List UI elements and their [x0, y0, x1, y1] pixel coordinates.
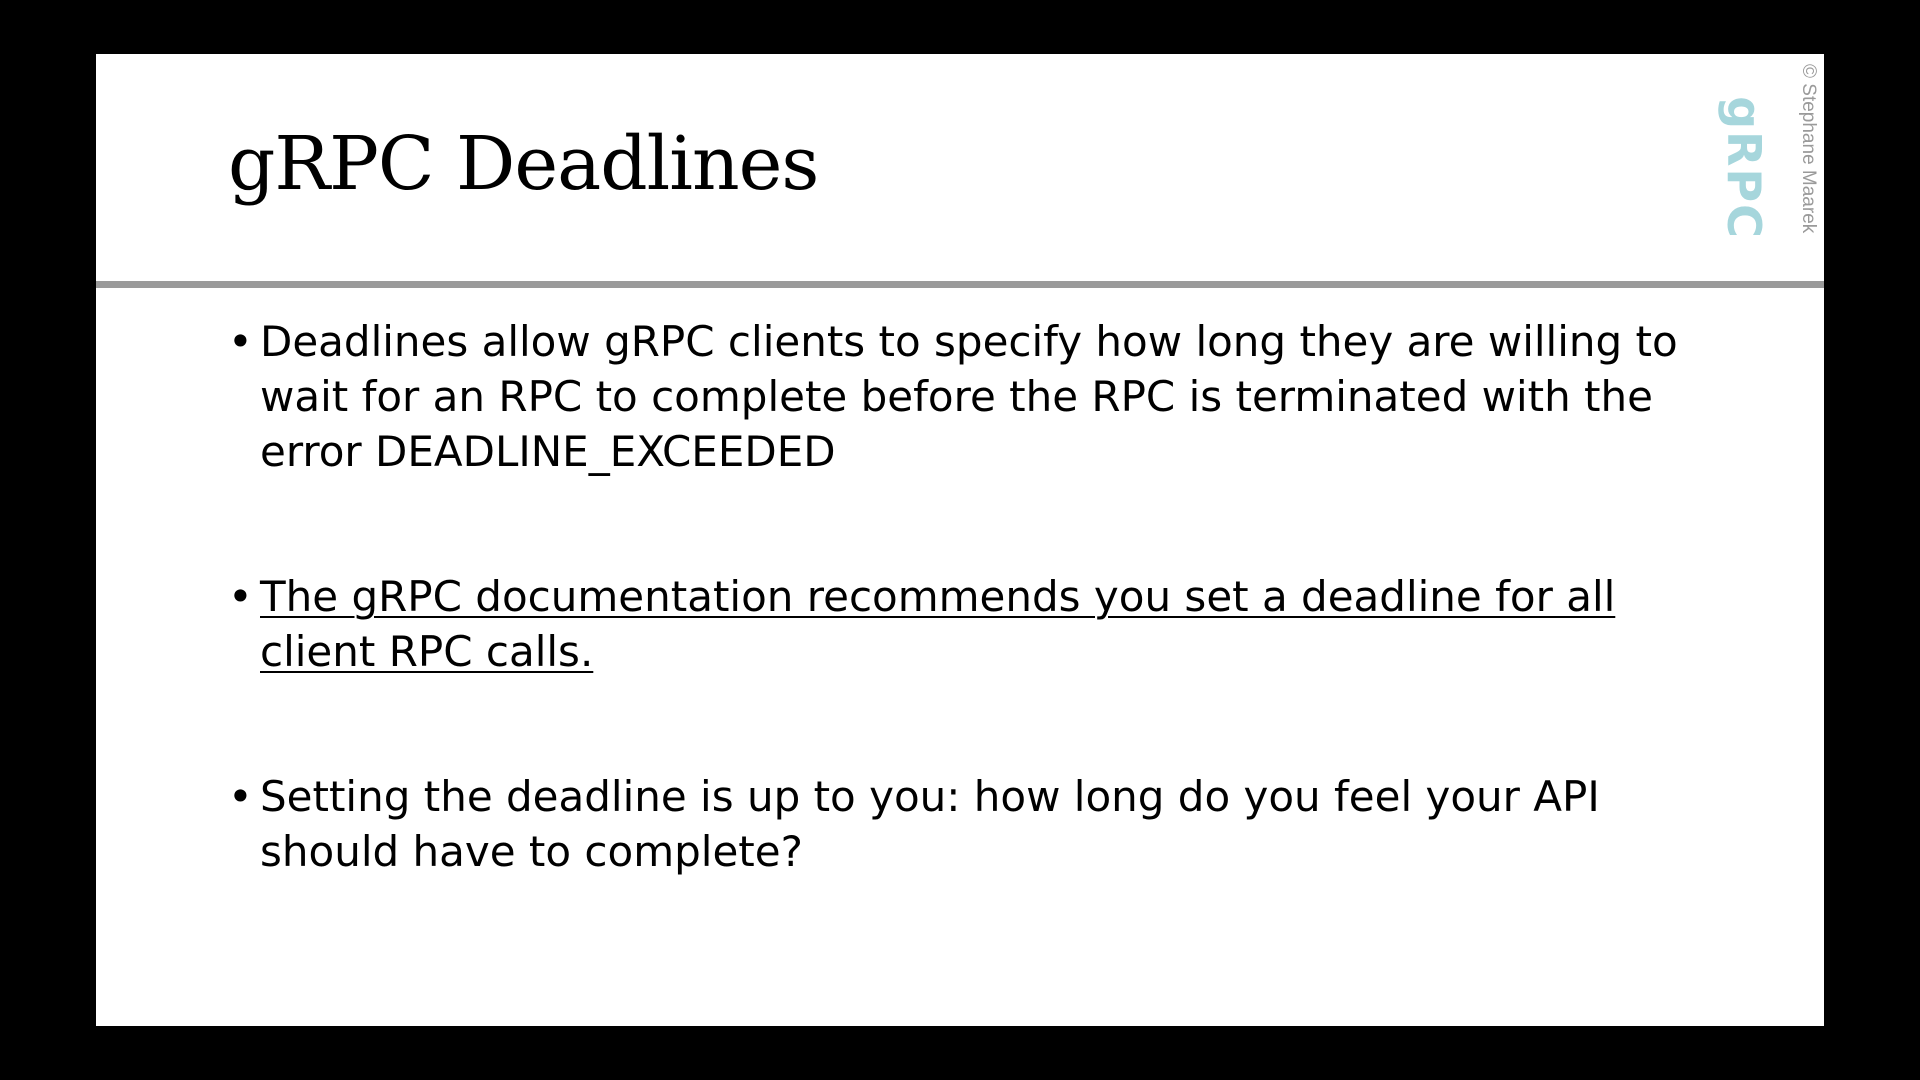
title-divider	[96, 281, 1824, 288]
bullet-item-deadlines: • Deadlines allow gRPC clients to specif…	[228, 314, 1688, 479]
grpc-logo-text: gRPC	[1717, 96, 1771, 240]
bullet-text: Deadlines allow gRPC clients to specify …	[260, 317, 1678, 476]
bullet-item-recommendation: • The gRPC documentation recommends you …	[228, 569, 1688, 679]
bullet-list: • Deadlines allow gRPC clients to specif…	[228, 314, 1688, 879]
documentation-link[interactable]: The gRPC documentation recommends you se…	[260, 572, 1616, 676]
slide-title: gRPC Deadlines	[228, 121, 819, 207]
bullet-text: Setting the deadline is up to you: how l…	[260, 772, 1600, 876]
grpc-logo: gRPC	[1717, 96, 1771, 240]
bullet-dot: •	[228, 572, 253, 621]
copyright-text: © Stephane Maarek	[1798, 64, 1819, 234]
bullet-dot: •	[228, 772, 253, 821]
bullet-dot: •	[228, 317, 253, 366]
bullet-item-setting: • Setting the deadline is up to you: how…	[228, 769, 1688, 879]
slide: gRPC Deadlines gRPC © Stephane Maarek • …	[96, 54, 1824, 1026]
copyright-notice: © Stephane Maarek	[1796, 64, 1820, 282]
